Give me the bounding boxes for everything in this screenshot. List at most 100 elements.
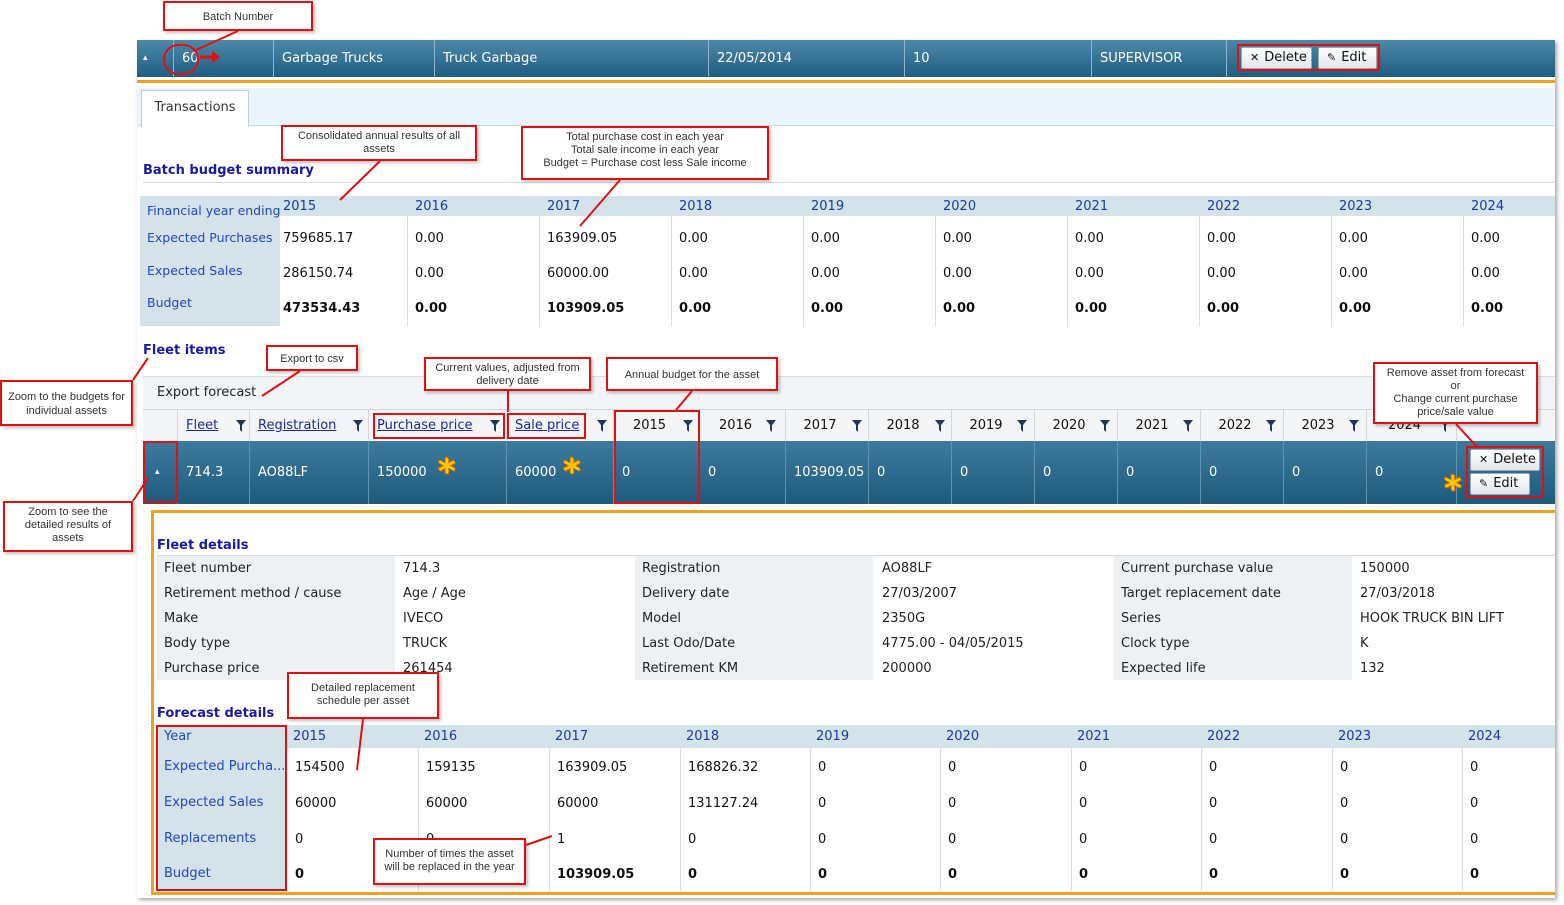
summary-year-header-cell: 2024	[1471, 199, 1505, 214]
filter-icon[interactable]	[1183, 420, 1193, 432]
fleet-row-registration: AO88LF	[250, 441, 369, 504]
detail-label: Purchase price	[164, 661, 260, 676]
detail-label: Retirement KM	[642, 661, 739, 676]
filter-icon[interactable]	[683, 420, 693, 432]
detail-label: Model	[642, 611, 682, 626]
fleet-details-rule	[157, 555, 1555, 556]
summary-label-budget: Budget	[147, 295, 192, 310]
tab-strip	[137, 88, 1555, 126]
asset-edit-label: Edit	[1493, 476, 1519, 491]
grid-header-cell[interactable]	[143, 409, 178, 442]
summary-sales-cell: 0.00	[811, 266, 840, 281]
detail-label: Clock type	[1121, 636, 1190, 651]
filter-icon[interactable]	[1266, 420, 1276, 432]
grid-header-label: 2020	[1052, 418, 1086, 433]
forecast-label-column	[157, 725, 287, 891]
grid-header-label: 2023	[1301, 418, 1335, 433]
forecast-label-purchases: Expected Purcha...	[164, 759, 286, 774]
fleet-row[interactable]	[143, 441, 1555, 504]
grid-header-cell[interactable]: Registration	[250, 409, 369, 442]
grid-header-cell[interactable]: 2016	[700, 409, 786, 442]
forecast-column-divider	[940, 748, 941, 891]
filter-icon[interactable]	[353, 420, 363, 432]
forecast-title: Forecast details	[157, 706, 275, 721]
forecast-column-divider	[1201, 748, 1202, 891]
batch-delete-button[interactable]: ✕ Delete	[1241, 47, 1312, 69]
filter-icon[interactable]	[766, 420, 776, 432]
batch-edit-button[interactable]: ✎ Edit	[1318, 47, 1377, 69]
tab-transactions[interactable]: Transactions	[141, 90, 249, 127]
grid-header-cell[interactable]: Fleet	[178, 409, 250, 442]
summary-budget-cell: 0.00	[1339, 301, 1372, 316]
filter-icon[interactable]	[852, 420, 862, 432]
forecast-purchase-cell: 159135	[426, 760, 476, 775]
asset-delete-button[interactable]: ✕ Delete	[1470, 449, 1540, 471]
summary-purchase-cell: 0.00	[1339, 231, 1368, 246]
forecast-purchase-cell: 0	[1340, 760, 1349, 775]
details-label-shade-2	[635, 556, 873, 680]
grid-header-cell[interactable]: Sale price	[507, 409, 614, 442]
fleet-row-year-cell: 0	[700, 441, 786, 504]
summary-sales-cell: 60000.00	[547, 266, 610, 281]
forecast-year-cell: 2022	[1207, 729, 1241, 744]
filter-icon[interactable]	[1100, 420, 1110, 432]
grid-header-cell[interactable]: 2019	[952, 409, 1035, 442]
grid-header-cell[interactable]: 2018	[869, 409, 952, 442]
batch-cell-role: SUPERVISOR	[1092, 40, 1227, 77]
batch-edit-label: Edit	[1341, 50, 1367, 65]
grid-header-cell[interactable]: 2022	[1201, 409, 1284, 442]
forecast-budget-cell: 0	[1209, 867, 1219, 882]
callout-export-csv: Export to csv	[266, 345, 358, 371]
summary-purchase-cell: 0.00	[1075, 231, 1104, 246]
summary-budget-cell: 103909.05	[547, 301, 625, 316]
summary-column-divider	[407, 216, 408, 326]
annual-budget-highlight	[614, 410, 700, 504]
asset-edit-button[interactable]: ✎ Edit	[1470, 473, 1530, 495]
summary-label-year: Financial year ending	[147, 203, 281, 218]
grid-header-cell[interactable]: Purchase price	[369, 409, 507, 442]
forecast-year-cell: 2024	[1468, 729, 1502, 744]
forecast-budget-cell: 0	[948, 867, 958, 882]
forecast-column-divider	[680, 748, 681, 891]
forecast-purchase-cell: 163909.05	[557, 760, 628, 775]
summary-budget-cell: 0.00	[1207, 301, 1240, 316]
summary-sales-cell: 0.00	[1075, 266, 1104, 281]
summary-budget-cell: 0.00	[415, 301, 448, 316]
grid-header-cell[interactable]: 2023	[1284, 409, 1367, 442]
fleet-row-year-cell: 103909.05	[786, 441, 869, 504]
forecast-budget-cell: 0	[1470, 867, 1480, 882]
fleet-row-fleet: 714.3	[178, 441, 250, 504]
export-forecast-link[interactable]: Export forecast	[157, 385, 257, 400]
fleet-row-year-cell: 0	[1035, 441, 1118, 504]
grid-header-cell[interactable]: 2021	[1118, 409, 1201, 442]
export-bar	[143, 376, 1555, 409]
summary-title: Batch budget summary	[143, 163, 314, 178]
grid-header-label: Registration	[258, 418, 337, 433]
purchase-price-highlight	[373, 413, 505, 439]
forecast-purchase-cell: 0	[818, 760, 827, 775]
filter-icon[interactable]	[1349, 420, 1359, 432]
detail-label: Fleet number	[164, 561, 252, 576]
detail-value: 200000	[882, 661, 932, 676]
detail-value: AO88LF	[882, 561, 933, 576]
forecast-purchase-cell: 154500	[295, 760, 345, 775]
filter-icon[interactable]	[236, 420, 246, 432]
fleet-row-year-cell: 0	[952, 441, 1035, 504]
filter-icon[interactable]	[597, 420, 607, 432]
filter-icon[interactable]	[935, 420, 945, 432]
detail-value: HOOK TRUCK BIN LIFT	[1360, 611, 1504, 626]
callout-annual-budget: Annual budget for the asset	[606, 357, 778, 391]
batch-actions-highlight	[1237, 44, 1380, 71]
filter-icon[interactable]	[490, 420, 500, 432]
detail-label: Last Odo/Date	[642, 636, 736, 651]
detail-label: Retirement method / cause	[164, 586, 342, 601]
forecast-budget-cell: 0	[818, 867, 828, 882]
grid-header-cell[interactable]: 2020	[1035, 409, 1118, 442]
filter-icon[interactable]	[1017, 420, 1027, 432]
details-label-shade-3	[1114, 556, 1352, 680]
fleet-row-year-cell: 0	[1284, 441, 1367, 504]
grid-header-cell[interactable]: 2017	[786, 409, 869, 442]
forecast-sales-cell: 60000	[426, 796, 468, 811]
summary-column-divider	[1463, 216, 1464, 326]
summary-column-divider	[1067, 216, 1068, 326]
